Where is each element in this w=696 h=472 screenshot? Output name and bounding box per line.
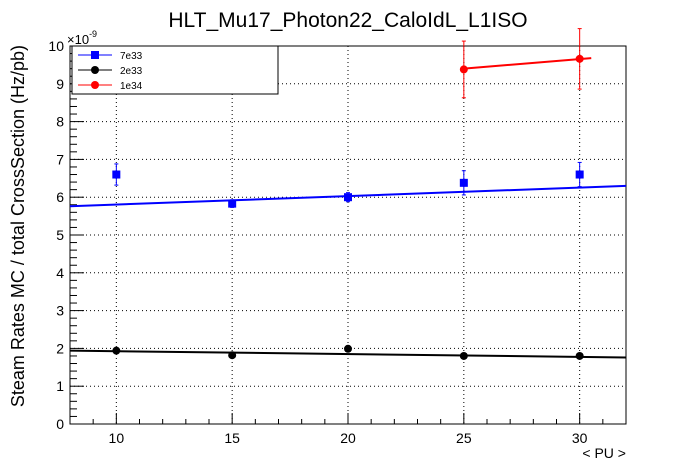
data-point: [344, 193, 352, 202]
fit-line: [463, 57, 592, 70]
data-point: [344, 344, 352, 353]
legend-entry: 7e33: [78, 51, 143, 62]
x-tick-label: 25: [456, 430, 472, 446]
y-exponent-power: -9: [89, 29, 97, 39]
y-tick-label: 5: [56, 227, 64, 243]
legend-marker: [91, 66, 99, 74]
grid: [70, 46, 626, 424]
x-tick-label: 10: [109, 430, 125, 446]
data-point: [459, 65, 468, 74]
fit-line: [69, 349, 627, 359]
series-1e34: [459, 28, 592, 99]
plot-area: [69, 28, 627, 360]
y-tick-label: 1: [56, 378, 64, 394]
y-axis-exponent: ×10-9: [67, 29, 97, 47]
x-tick-label: 30: [572, 430, 588, 446]
legend-marker: [91, 81, 99, 89]
legend-label: 2e33: [120, 66, 143, 77]
y-tick-label: 9: [56, 76, 64, 92]
data-point: [228, 351, 237, 360]
y-axis-ticks: 0 1 2 3 4 5 6 7 8 9 10: [48, 38, 84, 432]
legend-entry: 2e33: [78, 66, 143, 77]
x-tick-label: 20: [340, 430, 356, 446]
y-tick-label: 3: [56, 303, 64, 319]
y-tick-label: 0: [56, 416, 64, 432]
legend-label: 1e34: [120, 81, 143, 92]
y-tick-label: 7: [56, 151, 64, 167]
x-tick-label: 15: [224, 430, 240, 446]
data-point: [459, 178, 468, 187]
data-point: [112, 170, 121, 179]
series-2e33: [69, 344, 627, 360]
legend-label: 7e33: [120, 51, 143, 62]
x-axis-label: < PU >: [582, 445, 626, 461]
y-tick-label: 8: [56, 114, 64, 130]
data-point: [575, 170, 584, 179]
data-point: [575, 351, 584, 360]
x-axis-ticks: 10 15 20 25 30: [69, 413, 627, 446]
y-tick-label: 2: [56, 340, 64, 356]
series-7e33: [69, 161, 627, 208]
legend-entry: 1e34: [78, 81, 143, 92]
data-point: [112, 346, 121, 355]
y-tick-label: 4: [56, 265, 64, 281]
y-tick-label: 10: [48, 38, 64, 54]
data-point: [575, 54, 584, 63]
legend-marker: [91, 51, 99, 59]
legend: 7e33 2e33 1e34: [71, 45, 279, 95]
data-point: [228, 199, 237, 208]
y-tick-label: 6: [56, 189, 64, 205]
y-axis-label: Steam Rates MC / total CrossSection (Hz/…: [8, 45, 28, 407]
data-point: [459, 351, 468, 360]
chart-title: HLT_Mu17_Photon22_CaloIdL_L1ISO: [168, 9, 527, 32]
y-exponent-base: ×10: [67, 32, 89, 47]
